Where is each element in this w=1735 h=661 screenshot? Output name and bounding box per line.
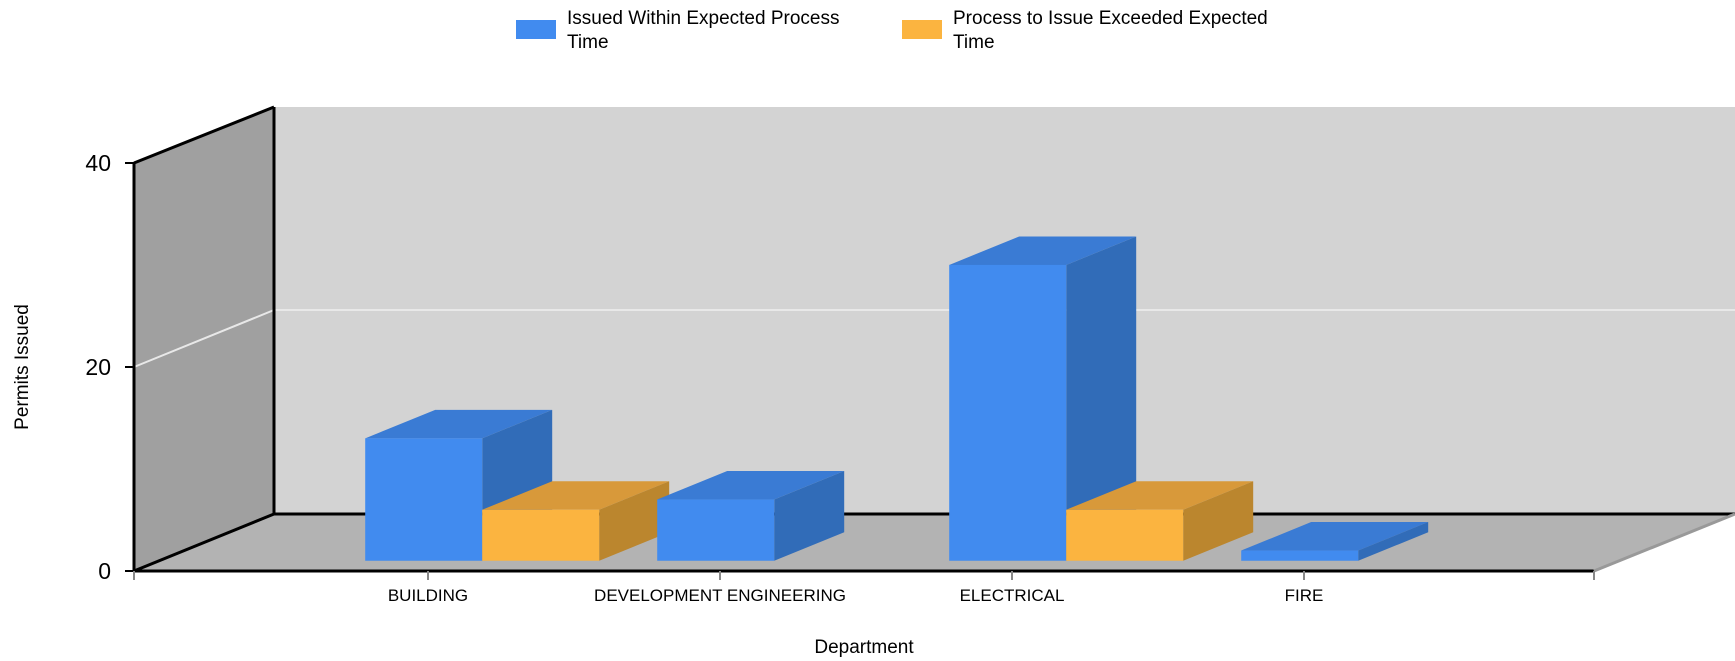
- bar-front-0-1: [482, 509, 600, 561]
- y-tick-label-0: 0: [98, 558, 111, 584]
- side-wall-top-edge: [133, 105, 275, 165]
- bar-top-0-0: [365, 409, 553, 439]
- bar-front-0-0: [365, 438, 483, 561]
- x-ticks: BUILDING DEVELOPMENT ENGINEERING ELECTRICA…: [133, 571, 1595, 605]
- bars: [365, 236, 1429, 561]
- bar-2-0: [949, 236, 1137, 561]
- bar-front-2-0: [949, 264, 1067, 561]
- x-tick-label-1: DEVELOPMENT ENGINEERING: [594, 586, 846, 605]
- bar-side-2-1: [1183, 481, 1254, 561]
- y-axis-title: Permits Issued: [12, 304, 33, 430]
- floor-right-edge: [1593, 512, 1735, 573]
- bar-side-0-1: [599, 481, 670, 561]
- bar-side-1-0: [774, 471, 845, 561]
- x-axis-title: Department: [814, 637, 914, 658]
- y-ticks: 0 20 40: [85, 150, 134, 584]
- bar-front-2-1: [1066, 509, 1184, 561]
- x-tick-label-3: FIRE: [1285, 586, 1324, 605]
- bar-top-1-0: [657, 471, 845, 500]
- bar-0-1: [482, 481, 670, 561]
- x-tick-label-2: ELECTRICAL: [960, 586, 1065, 605]
- side-floor-edge: [133, 512, 275, 573]
- y-tick-label-1: 20: [85, 354, 111, 380]
- legend-label-series-1-line-2: Time: [567, 32, 609, 53]
- legend: Issued Within Expected Process Time Proc…: [516, 8, 1268, 53]
- bar-top-0-1: [482, 481, 670, 510]
- bar-top-2-1: [1066, 481, 1254, 510]
- bar-side-3-0: [1358, 522, 1429, 561]
- legend-label-series-2-line-2: Time: [953, 32, 995, 53]
- bar-3-0: [1241, 522, 1429, 561]
- legend-swatch-series-1: [516, 20, 556, 39]
- gridline-side-1: [133, 309, 275, 368]
- legend-swatch-series-2: [902, 20, 942, 39]
- x-tick-label-0: BUILDING: [388, 586, 468, 605]
- bar-1-0: [657, 471, 845, 561]
- bar-top-2-0: [949, 236, 1137, 265]
- legend-label-series-1-line-1: Issued Within Expected Process: [567, 8, 839, 29]
- bar-top-3-0: [1241, 522, 1429, 551]
- bar-front-1-0: [657, 499, 775, 561]
- bar-front-3-0: [1241, 550, 1359, 561]
- bar-2-1: [1066, 481, 1254, 561]
- legend-label-series-2-line-1: Process to Issue Exceeded Expected: [953, 8, 1268, 29]
- y-tick-label-2: 40: [85, 150, 111, 176]
- bar-side-2-0: [1066, 236, 1137, 561]
